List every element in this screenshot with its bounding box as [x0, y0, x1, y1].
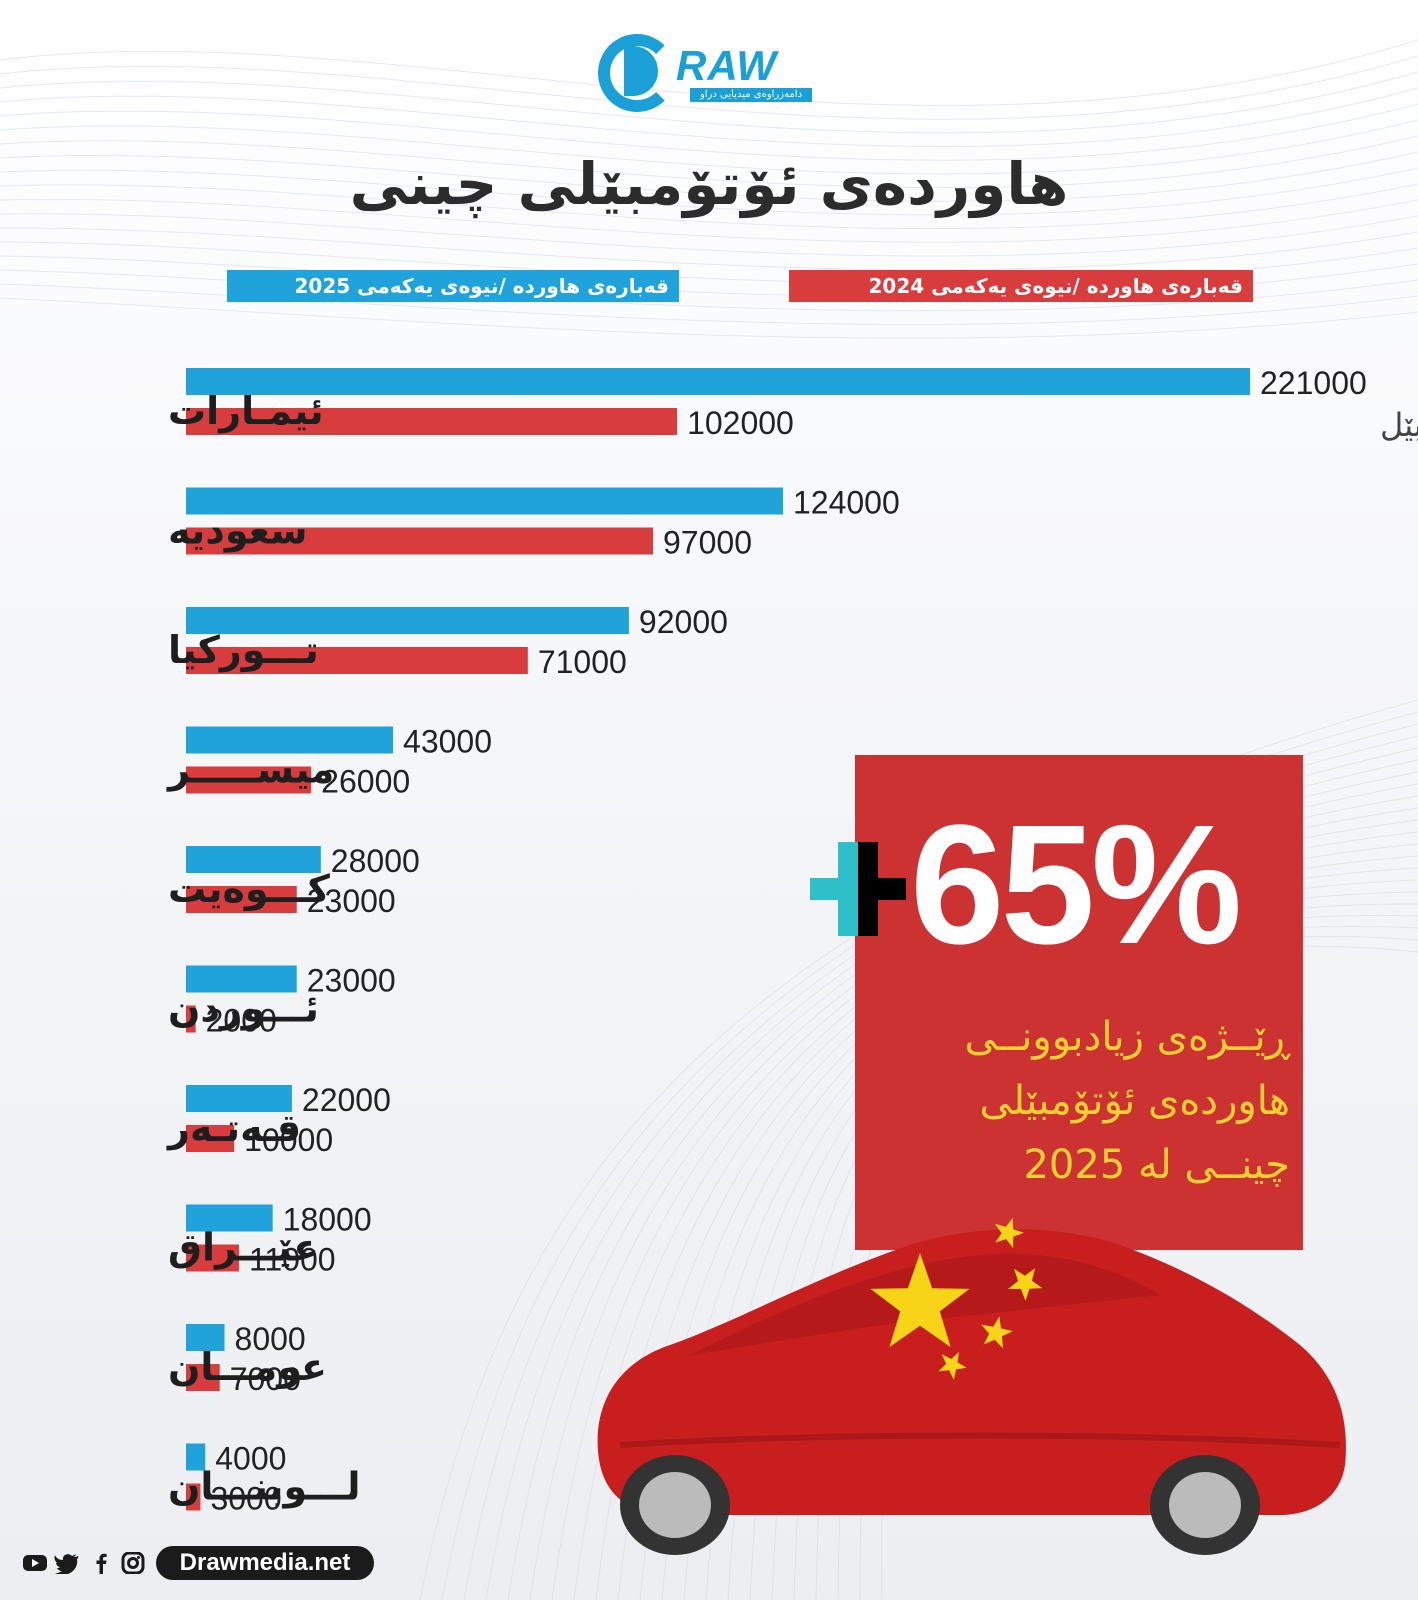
bg-wave-top — [0, 55, 1418, 120]
page-title: هاوردەی ئۆتۆمبێلی چینی — [349, 150, 1069, 218]
bg-wave-top — [0, 213, 1418, 257]
value-label-2025: 221000 — [1260, 365, 1367, 401]
bg-wave-top — [0, 71, 1418, 134]
star — [981, 1316, 1013, 1349]
value-label-2024: 26000 — [321, 764, 410, 800]
bg-wave-top — [0, 269, 1418, 312]
facebook-icon[interactable] — [88, 1552, 114, 1574]
bg-wave-top — [0, 183, 1418, 230]
bar-2025 — [186, 1085, 292, 1112]
value-label-2025: 22000 — [302, 1082, 391, 1118]
unit-label: ئۆتۆمبێل — [1380, 406, 1418, 444]
bar-2025 — [186, 368, 1250, 395]
category-label: لـــوبنـــان — [168, 1465, 361, 1509]
bg-wave-top — [0, 119, 1418, 175]
star — [938, 1351, 967, 1380]
bg-wave-top — [0, 227, 1418, 271]
promo-line-1: ڕێــژەی زیادبوونــی — [964, 1014, 1290, 1060]
twitter-icon[interactable] — [54, 1552, 80, 1574]
bg-wave-top — [0, 103, 1418, 161]
value-label-2024: 23000 — [307, 883, 396, 919]
category-label: ئـــوردن — [168, 987, 319, 1031]
value-label-2024: 2000 — [206, 1003, 277, 1039]
value-label-2025: 23000 — [307, 963, 396, 999]
value-label-2025: 8000 — [235, 1321, 306, 1357]
bar-2025 — [186, 487, 783, 515]
bg-wave-top — [0, 167, 1418, 216]
promo-line-2: هاوردەی ئۆتۆمبێلی — [979, 1078, 1290, 1124]
car-body — [597, 1229, 1346, 1555]
value-label-2024: 3000 — [210, 1481, 281, 1517]
bar-2024 — [186, 1125, 235, 1152]
bar-2024 — [186, 1364, 220, 1391]
bar-2025 — [186, 1443, 206, 1471]
bar-2025 — [186, 607, 629, 634]
value-label-2025: 18000 — [283, 1202, 372, 1238]
logo-tagline: دامەزراوەی میدیایی دراو — [690, 88, 812, 102]
star — [870, 1253, 970, 1348]
category-label: ئیمـارات — [168, 389, 324, 433]
value-label-2024: 102000 — [687, 405, 794, 441]
value-label-2025: 124000 — [793, 485, 900, 521]
bar-2024 — [186, 1483, 201, 1511]
draw-logo: RAW دامەزراوەی میدیایی دراو — [598, 30, 828, 120]
bg-wave-top — [0, 151, 1418, 202]
category-label: سعوديه — [168, 509, 307, 553]
logo-wordmark: RAW — [676, 42, 777, 89]
bar-2025 — [186, 1204, 273, 1232]
bar-2024 — [186, 1005, 196, 1033]
promo-percentage: 65% — [910, 790, 1242, 980]
category-label: ميســـــر — [166, 748, 334, 792]
value-label-2025: 28000 — [331, 843, 420, 879]
category-label: كـــوەيت — [168, 867, 331, 911]
bar-2024 — [186, 527, 654, 555]
bg-wave-top — [0, 135, 1418, 189]
value-label-2025: 4000 — [215, 1441, 286, 1477]
category-label: قـەتـەر — [166, 1106, 301, 1150]
bg-wave-top — [0, 297, 1418, 339]
promo-box — [855, 755, 1303, 1250]
bar-2024 — [186, 886, 297, 913]
instagram-icon[interactable] — [120, 1552, 146, 1574]
value-label-2024: 7000 — [230, 1361, 301, 1397]
star — [994, 1217, 1024, 1249]
value-label-2024: 11000 — [249, 1242, 336, 1278]
bg-wave-top — [0, 198, 1418, 243]
value-label-2024: 10000 — [244, 1122, 333, 1158]
value-label-2025: 43000 — [403, 724, 492, 760]
bar-2024 — [186, 408, 678, 435]
bar-chart: 221000 102000 ئیمـارات 124000 97000 سعوديه 920… — [166, 365, 1418, 1517]
website-link[interactable]: Drawmedia.net — [156, 1546, 374, 1580]
bar-2024 — [186, 766, 312, 794]
bg-wave-top — [0, 87, 1418, 148]
category-label: عێـــراق — [168, 1226, 319, 1270]
legend-2025: قەبارەی هاوردە /نیوەی یەکەمی 2025 — [227, 270, 679, 302]
bar-2025 — [186, 1324, 225, 1351]
value-label-2024: 71000 — [538, 644, 627, 680]
value-label-2024: 97000 — [663, 525, 752, 561]
value-label-2025: 92000 — [639, 604, 728, 640]
youtube-icon[interactable] — [22, 1552, 48, 1574]
bar-2025 — [186, 846, 321, 873]
legend-2024: قەبارەی هاوردە /نیوەی یەکەمی 2024 — [789, 270, 1253, 302]
bar-2025 — [186, 965, 297, 993]
star — [1008, 1268, 1043, 1301]
category-label: عومـــان — [168, 1345, 327, 1389]
promo-text: ڕێــژەی زیادبوونــی هاوردەی ئۆتۆمبێلی چی… — [862, 1005, 1290, 1197]
promo-line-3: چینــی لە 2025 — [1023, 1142, 1290, 1188]
category-label: تـــوركيا — [168, 628, 319, 672]
plus-sign-black-horizontal — [858, 878, 906, 900]
bg-wave-top — [0, 283, 1418, 325]
bar-2024 — [186, 1244, 239, 1272]
car-covered-with-flag — [597, 1217, 1346, 1555]
flag-stars — [870, 1217, 1043, 1380]
bar-2024 — [186, 647, 528, 674]
bar-2025 — [186, 726, 394, 754]
